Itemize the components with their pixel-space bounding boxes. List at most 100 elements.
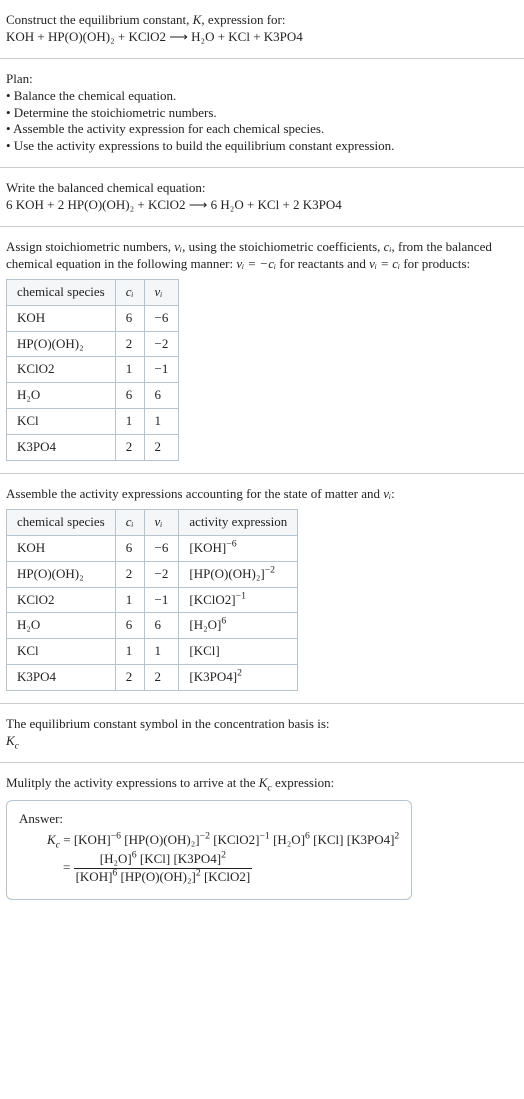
stoich-rel1: νᵢ = −cᵢ <box>236 256 276 271</box>
activity-intro-2: : <box>391 486 395 501</box>
table-row: KOH6−6 <box>7 305 179 331</box>
stoich-c: cᵢ <box>384 239 392 254</box>
table-cell: KCl <box>7 639 116 665</box>
plan-heading: Plan: <box>6 71 518 88</box>
table-cell: 2 <box>115 435 144 461</box>
table-cell: 1 <box>115 587 144 613</box>
table-cell: 1 <box>115 409 144 435</box>
answer-lhs: Kc <box>47 832 60 847</box>
balanced-block: Write the balanced chemical equation: 6 … <box>0 167 524 226</box>
activity-intro-1: Assemble the activity expressions accoun… <box>6 486 383 501</box>
intro-line1-suffix: , expression for: <box>201 12 285 27</box>
table-row: HP(O)(OH)₂2−2 <box>7 331 179 357</box>
answer-line2: = [H₂O]6 [KCl] [K3PO4]2 [KOH]6 [HP(O)(OH… <box>63 851 399 886</box>
table-cell: KCl <box>7 409 116 435</box>
plan-item: • Determine the stoichiometric numbers. <box>6 105 518 122</box>
table-row: H₂O66[H₂O]6 <box>7 613 298 639</box>
plan-item: • Assemble the activity expression for e… <box>6 121 518 138</box>
stoich-intro-4: for reactants and <box>276 256 369 271</box>
table-cell: −6 <box>144 305 179 331</box>
activity-col: activity expression <box>179 509 298 535</box>
table-cell: 6 <box>115 613 144 639</box>
table-cell: KClO2 <box>7 587 116 613</box>
table-row: KClO21−1 <box>7 357 179 383</box>
table-cell: [K3PO4]2 <box>179 665 298 691</box>
multiply-2: expression: <box>272 775 334 790</box>
table-row: H₂O66 <box>7 383 179 409</box>
activity-table: chemical speciescᵢνᵢactivity expressionK… <box>6 509 298 691</box>
table-cell: 6 <box>115 535 144 561</box>
stoich-col: chemical species <box>7 279 116 305</box>
table-cell: HP(O)(OH)₂ <box>7 331 116 357</box>
answer-eq1: = <box>60 832 74 847</box>
table-cell: 6 <box>144 383 179 409</box>
stoich-intro-2: , using the stoichiometric coefficients, <box>182 239 384 254</box>
answer-eq2: = <box>63 859 74 874</box>
table-cell: [H₂O]6 <box>179 613 298 639</box>
table-cell: H₂O <box>7 383 116 409</box>
answer-numerator: [H₂O]6 [KCl] [K3PO4]2 <box>74 851 253 869</box>
table-row: KOH6−6[KOH]−6 <box>7 535 298 561</box>
table-cell: 1 <box>144 409 179 435</box>
kc-main: K <box>6 733 15 748</box>
table-cell: 1 <box>115 357 144 383</box>
intro-block: Construct the equilibrium constant, K, e… <box>0 8 524 58</box>
table-row: K3PO422[K3PO4]2 <box>7 665 298 691</box>
table-cell: H₂O <box>7 613 116 639</box>
activity-nu: νᵢ <box>383 486 391 501</box>
table-cell: KOH <box>7 305 116 331</box>
stoich-col: cᵢ <box>115 279 144 305</box>
kc-sub: c <box>15 741 19 752</box>
stoich-nu: νᵢ <box>174 239 182 254</box>
activity-block: Assemble the activity expressions accoun… <box>0 473 524 703</box>
kc-symbol: Kc <box>6 733 518 750</box>
multiply-block: Mulitply the activity expressions to arr… <box>0 762 524 912</box>
answer-label: Answer: <box>19 811 399 828</box>
table-cell: KOH <box>7 535 116 561</box>
table-cell: −2 <box>144 561 179 587</box>
multiply-line: Mulitply the activity expressions to arr… <box>6 775 518 792</box>
stoich-table: chemical speciescᵢνᵢKOH6−6HP(O)(OH)₂2−2K… <box>6 279 179 461</box>
intro-line1: Construct the equilibrium constant, K, e… <box>6 12 518 29</box>
answer-line1: Kc = [KOH]−6 [HP(O)(OH)₂]−2 [KClO2]−1 [H… <box>47 832 399 849</box>
balanced-equation: 6 KOH + 2 HP(O)(OH)₂ + KClO2 ⟶ 6 H₂O + K… <box>6 197 518 214</box>
intro-line1-prefix: Construct the equilibrium constant, <box>6 12 193 27</box>
table-cell: 2 <box>144 435 179 461</box>
table-row: KClO21−1[KClO2]−1 <box>7 587 298 613</box>
plan-item: • Balance the chemical equation. <box>6 88 518 105</box>
stoich-intro: Assign stoichiometric numbers, νᵢ, using… <box>6 239 518 273</box>
table-cell: 1 <box>144 639 179 665</box>
plan-block: Plan: • Balance the chemical equation.• … <box>0 58 524 167</box>
table-cell: 6 <box>115 383 144 409</box>
page: Construct the equilibrium constant, K , e… <box>0 0 524 912</box>
kc-symbol-block: The equilibrium constant symbol in the c… <box>0 703 524 762</box>
table-cell: 2 <box>144 665 179 691</box>
stoich-block: Assign stoichiometric numbers, νᵢ, using… <box>0 226 524 473</box>
table-cell: [KCl] <box>179 639 298 665</box>
plan-item: • Use the activity expressions to build … <box>6 138 518 155</box>
multiply-1: Mulitply the activity expressions to arr… <box>6 775 259 790</box>
table-row: KCl11[KCl] <box>7 639 298 665</box>
table-cell: −1 <box>144 587 179 613</box>
stoich-col: νᵢ <box>144 279 179 305</box>
answer-fraction: [H₂O]6 [KCl] [K3PO4]2 [KOH]6 [HP(O)(OH)₂… <box>74 851 253 886</box>
activity-col: chemical species <box>7 509 116 535</box>
table-cell: [KClO2]−1 <box>179 587 298 613</box>
table-row: K3PO422 <box>7 435 179 461</box>
table-row: HP(O)(OH)₂2−2[HP(O)(OH)₂]−2 <box>7 561 298 587</box>
activity-col: νᵢ <box>144 509 179 535</box>
table-cell: −6 <box>144 535 179 561</box>
kc-symbol-line1: The equilibrium constant symbol in the c… <box>6 716 518 733</box>
table-cell: K3PO4 <box>7 435 116 461</box>
table-cell: 6 <box>115 305 144 331</box>
answer-denominator: [KOH]6 [HP(O)(OH)₂]2 [KClO2] <box>74 869 253 886</box>
table-cell: 2 <box>115 331 144 357</box>
table-row: KCl11 <box>7 409 179 435</box>
stoich-rel2: νᵢ = cᵢ <box>369 256 400 271</box>
plan-items: • Balance the chemical equation.• Determ… <box>6 88 518 156</box>
stoich-intro-5: for products: <box>400 256 470 271</box>
table-cell: 2 <box>115 665 144 691</box>
intro-equation: KOH + HP(O)(OH)₂ + KClO2 ⟶ H₂O + KCl + K… <box>6 29 518 46</box>
table-cell: −1 <box>144 357 179 383</box>
table-cell: 6 <box>144 613 179 639</box>
